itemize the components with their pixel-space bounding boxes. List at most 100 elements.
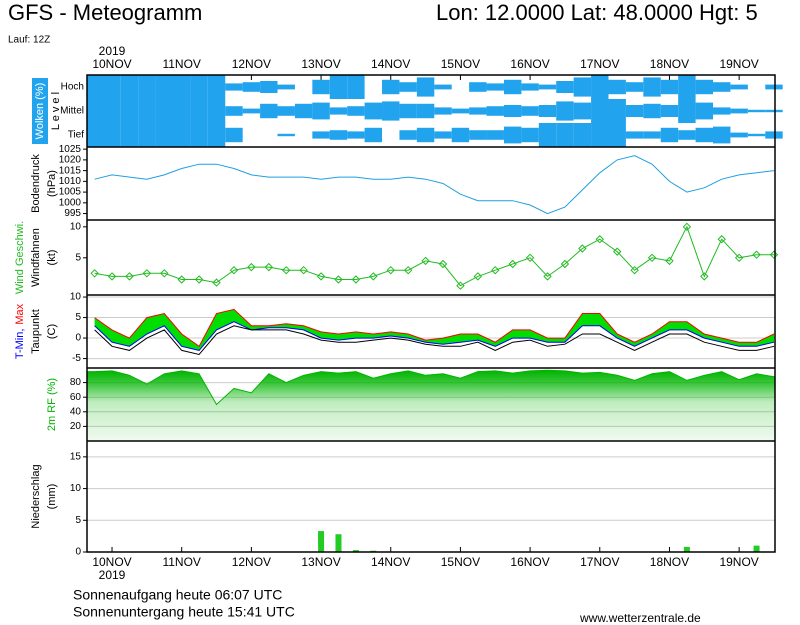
y-tick-label: -5	[72, 353, 81, 364]
cloud-cell	[434, 131, 452, 139]
cloud-cell	[678, 75, 696, 99]
cloud-cell	[660, 79, 679, 95]
cloud-cell	[451, 127, 470, 143]
axis-label: L e v e l	[50, 92, 62, 130]
cloud-cell	[625, 82, 644, 92]
cloud-cell	[312, 79, 330, 95]
cloud-cell	[486, 83, 504, 91]
cloud-cell	[713, 107, 731, 115]
cloud-cell	[207, 75, 226, 99]
cloud-cell	[608, 123, 626, 147]
cloud-cell	[225, 106, 243, 116]
cloud-cell	[138, 75, 156, 99]
y-tick-label: 5	[75, 515, 81, 526]
date-label: 19NOV	[719, 57, 758, 71]
cloud-cell	[591, 75, 609, 99]
y-tick-label: 5	[75, 252, 81, 263]
marker	[752, 250, 761, 259]
cloud-cell	[87, 99, 105, 123]
marker	[351, 275, 361, 284]
cloud-cell	[486, 106, 504, 116]
cloud-cell	[730, 108, 748, 114]
y-tick-label: 0	[75, 333, 81, 344]
legend-label: 2m RF (%)	[46, 378, 58, 431]
cloud-cell	[625, 105, 644, 117]
date-label: 16NOV	[510, 57, 549, 71]
cloud-cell	[399, 130, 417, 140]
cloud-cell	[713, 126, 731, 144]
cloud-cell	[347, 75, 365, 99]
cloud-cell	[503, 105, 522, 117]
y-tick-label: 60	[70, 392, 82, 403]
cloud-cell	[556, 123, 574, 147]
plot-frame	[86, 74, 776, 553]
cloud-cell	[747, 109, 766, 113]
cloud-cell	[103, 75, 121, 99]
cloud-cell	[103, 123, 121, 147]
marker	[491, 265, 500, 275]
cloud-cell	[103, 99, 121, 123]
y-tick-label: 995	[64, 208, 81, 219]
y-tick-label: 1015	[59, 165, 82, 176]
cloud-cell	[486, 130, 504, 140]
marker	[717, 235, 726, 244]
title: GFS - Meteogramm	[8, 0, 202, 25]
axis-label: (mm)	[46, 484, 58, 510]
cloud-cell	[538, 105, 557, 117]
cloud-cell	[190, 75, 208, 99]
legend-entry: T-Min,	[14, 329, 26, 360]
cloud-cell	[416, 127, 435, 143]
range-band	[94, 309, 775, 351]
cloud-cell	[416, 77, 435, 97]
cloud-cell	[573, 102, 592, 120]
source: www.wetterzentrale.de	[579, 611, 701, 625]
cloud-cell	[399, 103, 417, 119]
cloud-cell	[765, 109, 783, 113]
cloud-cell	[312, 131, 330, 139]
y-tick-label: 5	[75, 312, 81, 323]
cloud-cell	[521, 83, 539, 91]
cloud-cell	[730, 84, 748, 90]
marker	[142, 269, 152, 278]
cloud-cell	[190, 123, 208, 147]
cloud-cell	[87, 123, 105, 147]
marker	[160, 269, 169, 278]
marker	[177, 275, 186, 284]
marker	[299, 265, 308, 275]
cloud-cell	[120, 99, 139, 123]
axis-label: Bodendruck	[30, 154, 42, 213]
marker	[734, 253, 744, 263]
cloud-cell	[207, 123, 226, 147]
date-label: 15NOV	[441, 57, 480, 71]
cloud-cell	[382, 101, 400, 121]
humidity-area	[86, 369, 776, 442]
cloud-cell	[138, 123, 156, 147]
legend-entry: Max	[14, 303, 26, 324]
axis-label: (kt)	[46, 250, 58, 266]
marker	[630, 265, 639, 275]
cloud-cell	[120, 75, 139, 99]
cloud-cell	[713, 82, 731, 92]
marker	[125, 272, 134, 281]
bar	[683, 546, 690, 552]
marker	[194, 275, 204, 284]
cloud-cell	[643, 131, 661, 139]
marker	[560, 259, 570, 269]
cloud-cell	[608, 79, 626, 95]
marker	[612, 247, 622, 256]
cloud-cell	[538, 84, 557, 90]
cloud-cell	[207, 99, 226, 123]
date-label: 13NOV	[301, 555, 340, 569]
date-label: 10NOV	[92, 555, 131, 569]
series-line	[94, 325, 775, 356]
date-label: 17NOV	[580, 57, 619, 71]
cloud-cell	[277, 84, 295, 90]
cloud-cell	[260, 81, 278, 93]
axis-label: Windfahnen	[30, 228, 42, 287]
cloud-cell	[765, 84, 783, 90]
cloud-cell	[277, 106, 295, 116]
cloud-cell	[765, 131, 783, 139]
cloud-cell	[678, 99, 696, 123]
cloud-cell	[364, 102, 383, 120]
date-label: 14NOV	[371, 57, 410, 71]
